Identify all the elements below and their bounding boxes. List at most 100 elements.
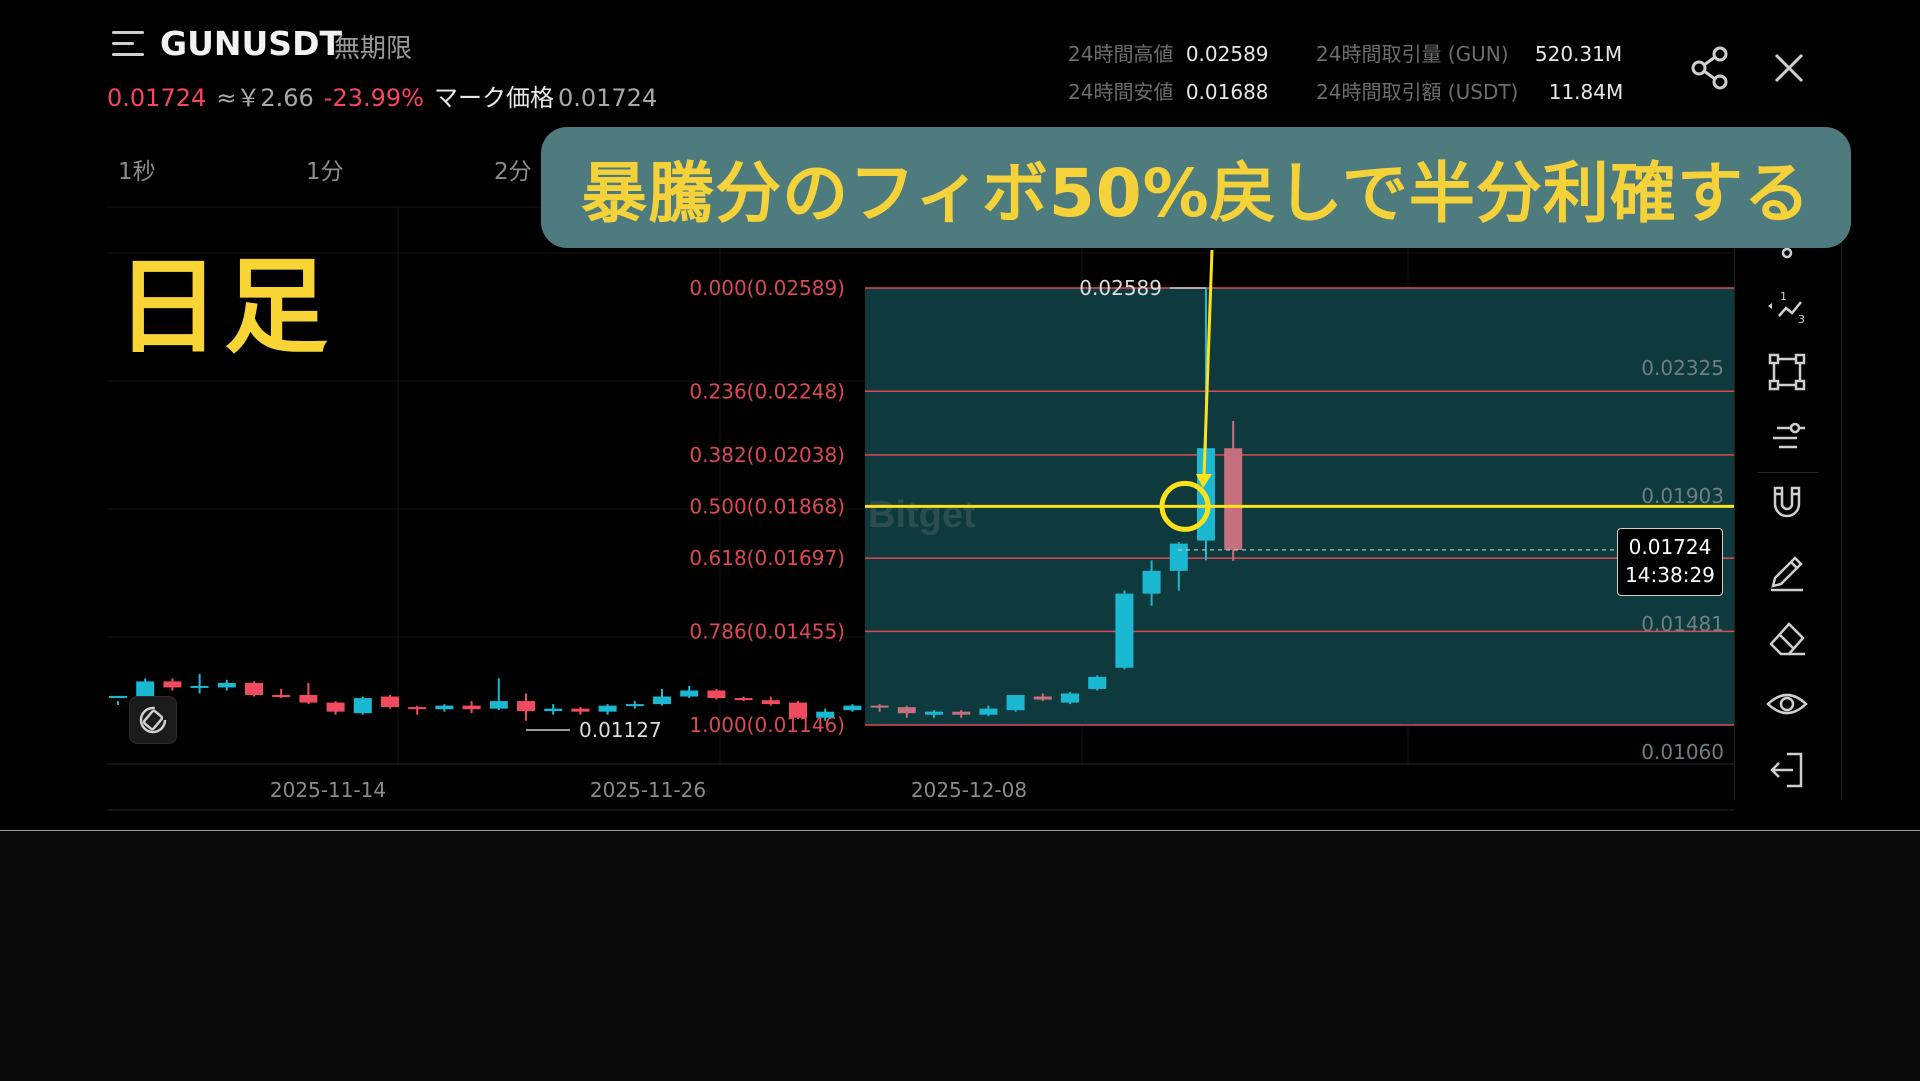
svg-text:1: 1 bbox=[1780, 290, 1787, 303]
shape-tool-icon[interactable] bbox=[1765, 350, 1809, 394]
annotations: 0.02589 0.01127 bbox=[526, 249, 1734, 742]
stat-high-label: 24時間高値 bbox=[1068, 42, 1174, 66]
pointer-arrow bbox=[1202, 249, 1214, 478]
candle-body bbox=[653, 696, 671, 705]
candle-body bbox=[1142, 570, 1161, 594]
timeframe-overlay-label: 日足 bbox=[116, 246, 333, 368]
timeframe-1m[interactable]: 1分 bbox=[306, 159, 344, 185]
jpy-price: ≈￥2.66 bbox=[216, 84, 314, 112]
candle-body bbox=[952, 711, 971, 715]
candles bbox=[109, 288, 1243, 721]
candle-body bbox=[435, 705, 454, 710]
candle-body bbox=[544, 708, 563, 712]
fib-level-label: 0.500(0.01868) bbox=[689, 494, 845, 518]
mark-price: 0.01724 bbox=[557, 84, 658, 112]
candle-body bbox=[598, 705, 617, 712]
stat-high: 24時間高値 0.02589 bbox=[1068, 38, 1269, 67]
candle-body bbox=[1224, 448, 1243, 550]
stat-turnover: 24時間取引額 (USDT) 11.84M bbox=[1316, 76, 1623, 105]
exit-icon[interactable] bbox=[1765, 748, 1809, 792]
stat-low: 24時間安値 0.01688 bbox=[1068, 76, 1269, 105]
last-price: 0.01724 bbox=[107, 84, 207, 112]
candle-body bbox=[1169, 543, 1188, 571]
stat-turnover-value: 11.84M bbox=[1548, 80, 1624, 104]
candle-body bbox=[571, 708, 590, 712]
candle-body bbox=[109, 695, 127, 699]
candle-body bbox=[789, 702, 807, 718]
fib-level-label: 0.618(0.01697) bbox=[689, 546, 845, 570]
candle-body bbox=[408, 707, 427, 710]
candle-body bbox=[272, 695, 291, 698]
current-price-tag: 0.01724 14:38:29 bbox=[1617, 528, 1723, 596]
fib-level-label: 0.000(0.02589) bbox=[689, 276, 845, 300]
change-percent: -23.99% bbox=[323, 84, 424, 112]
mark-price-label: マーク価格 bbox=[433, 84, 554, 112]
candle-countdown: 14:38:29 bbox=[1625, 563, 1715, 587]
stat-turnover-label: 24時間取引額 (USDT) bbox=[1316, 80, 1519, 104]
toolbar-divider bbox=[1758, 472, 1818, 473]
candle-body bbox=[843, 705, 862, 711]
candle-body bbox=[217, 682, 236, 688]
candle-body bbox=[680, 690, 699, 697]
symbol-title[interactable]: GUNUSDT bbox=[160, 24, 342, 63]
eraser-icon[interactable] bbox=[1765, 616, 1809, 660]
node-icon[interactable] bbox=[1765, 238, 1809, 282]
axes: 2025-11-14 2025-11-26 2025-12-08 0.02325 0.0… bbox=[107, 356, 1734, 811]
candle-body bbox=[761, 700, 780, 705]
stat-high-value: 0.02589 bbox=[1185, 42, 1269, 66]
candle-body bbox=[979, 708, 998, 715]
current-price-value: 0.01724 bbox=[1628, 535, 1712, 559]
candle-body bbox=[190, 685, 209, 688]
candle-body bbox=[489, 701, 508, 709]
fib-level-label: 0.382(0.02038) bbox=[689, 443, 845, 467]
candle-body bbox=[1033, 696, 1052, 700]
candle-body bbox=[381, 696, 399, 708]
share-icon[interactable] bbox=[1690, 46, 1730, 90]
price-chart[interactable]: Bitget 0.000(0.02589) 0.236(0.02248) 0.382… bbox=[0, 0, 1920, 830]
candle-body bbox=[1115, 593, 1134, 668]
candle-body bbox=[625, 704, 644, 707]
y-tick-label: 0.01903 bbox=[1641, 484, 1724, 508]
magnet-icon[interactable] bbox=[1765, 482, 1809, 526]
watermark-text: Bitget bbox=[868, 494, 976, 536]
candle-body bbox=[707, 690, 726, 699]
x-tick-label: 2025-11-14 bbox=[270, 778, 386, 802]
stat-low-label: 24時間安値 bbox=[1068, 80, 1174, 104]
candle-body bbox=[163, 681, 182, 688]
stat-low-value: 0.01688 bbox=[1185, 80, 1269, 104]
y-tick-label: 0.02325 bbox=[1641, 356, 1724, 380]
eye-icon[interactable] bbox=[1765, 682, 1809, 726]
stat-volume-value: 520.31M bbox=[1534, 42, 1623, 66]
x-tick-label: 2025-12-08 bbox=[911, 778, 1027, 802]
candle-body bbox=[897, 707, 916, 714]
candle-body bbox=[925, 711, 943, 715]
drawing-toolbar bbox=[1734, 238, 1842, 800]
bottom-blank-area bbox=[0, 830, 1920, 1081]
stat-volume: 24時間取引量 (GUN) 520.31M bbox=[1316, 38, 1622, 67]
x-tick-label: 2025-11-26 bbox=[590, 778, 706, 802]
contract-type-label: 無期限 bbox=[334, 34, 413, 64]
candle-body bbox=[245, 682, 263, 696]
pointer-arrowhead bbox=[1196, 474, 1212, 488]
high-annotation: 0.02589 bbox=[1079, 276, 1162, 300]
svg-text:3: 3 bbox=[1798, 313, 1805, 326]
rotate-button[interactable] bbox=[129, 696, 177, 744]
rotate-icon bbox=[139, 706, 167, 734]
menu-icon[interactable] bbox=[112, 31, 144, 57]
stat-volume-label: 24時間取引量 (GUN) bbox=[1316, 42, 1509, 66]
candle-body bbox=[1061, 693, 1079, 703]
highlight-circle bbox=[1159, 480, 1211, 532]
trend-tool-icon[interactable]: 1 3 bbox=[1765, 286, 1809, 330]
settings-lines-icon[interactable] bbox=[1765, 414, 1809, 458]
timeframe-1s[interactable]: 1秒 bbox=[118, 159, 156, 185]
pencil-icon[interactable] bbox=[1765, 550, 1809, 594]
candle-body bbox=[353, 698, 372, 714]
price-line: 0.01724 ≈￥2.66 -23.99% マーク価格 0.01724 bbox=[107, 78, 667, 113]
candle-body bbox=[734, 698, 753, 701]
y-tick-label: 0.01060 bbox=[1641, 740, 1724, 764]
close-icon[interactable] bbox=[1773, 52, 1805, 84]
y-tick-label: 0.01481 bbox=[1641, 612, 1724, 636]
trading-app: GUNUSDT 無期限 0.01724 ≈￥2.66 -23.99% マーク価格 0.0… bbox=[0, 0, 1920, 830]
candle-body bbox=[870, 705, 889, 708]
timeframe-2m[interactable]: 2分 bbox=[494, 159, 532, 185]
